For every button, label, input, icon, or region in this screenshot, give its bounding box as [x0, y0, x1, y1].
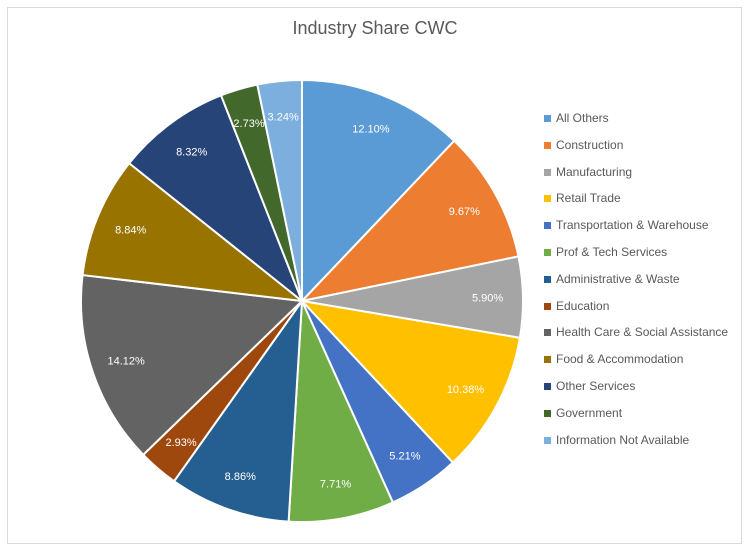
legend-swatch: [544, 356, 551, 364]
pie-slice[interactable]: [299, 299, 522, 464]
legend-label: Retail Trade: [556, 191, 621, 206]
legend-item: Food & Accommodation: [544, 352, 728, 379]
pie-slice[interactable]: [81, 161, 306, 303]
legend-item: Construction: [544, 138, 728, 165]
data-label: 8.86%: [225, 471, 256, 483]
legend-swatch: [544, 436, 551, 444]
legend-swatch: [544, 195, 551, 203]
legend-swatch: [544, 115, 551, 122]
data-label: 5.90%: [472, 293, 503, 305]
data-label: 3.24%: [268, 111, 299, 123]
pie-slice[interactable]: [299, 139, 520, 303]
legend-item: Health Care & Social Assistance: [544, 325, 728, 352]
legend-swatch: [544, 409, 551, 417]
pie-slice[interactable]: [256, 78, 303, 302]
chart-title: Industry Share CWC: [292, 18, 458, 38]
pie-slice[interactable]: [80, 273, 305, 457]
legend-label: Administrative & Waste: [556, 271, 680, 286]
legend-swatch: [544, 382, 551, 390]
legend-item: All Others: [544, 111, 728, 138]
legend-swatch: [544, 168, 551, 176]
data-label: 8.84%: [115, 225, 146, 237]
legend-item: Prof & Tech Services: [544, 245, 728, 272]
legend-label: Manufacturing: [556, 164, 633, 179]
legend-label: Information Not Available: [556, 432, 690, 447]
legend-label: Health Care & Social Assistance: [556, 325, 729, 340]
legend-swatch: [544, 275, 551, 283]
data-label: 10.38%: [447, 384, 485, 396]
pie-slice[interactable]: [127, 94, 305, 305]
pie-slice[interactable]: [172, 297, 304, 523]
legend: All Others Construction Manufacturing Retai…: [544, 111, 728, 459]
legend-swatch: [544, 141, 551, 149]
data-label: 9.67%: [449, 206, 480, 218]
legend-label: Food & Accommodation: [556, 352, 684, 367]
legend-item: Other Services: [544, 379, 728, 406]
pie-slice[interactable]: [301, 78, 456, 304]
legend-label: All Others: [556, 111, 609, 125]
data-label: 14.12%: [107, 355, 145, 367]
legend-swatch: [544, 248, 551, 256]
legend-label: Government: [556, 405, 623, 420]
legend-label: Other Services: [556, 378, 636, 393]
data-label: 8.32%: [176, 147, 207, 159]
legend-label: Construction: [556, 137, 624, 152]
data-label: 12.10%: [352, 124, 390, 136]
data-label: 2.93%: [165, 437, 196, 449]
legend-swatch: [544, 329, 551, 337]
data-label: 7.71%: [320, 479, 351, 491]
data-label: 5.21%: [389, 451, 420, 463]
legend-item: Information Not Available: [544, 433, 728, 460]
legend-item: Transportation & Warehouse: [544, 218, 728, 245]
data-label: 2.73%: [233, 118, 264, 130]
legend-swatch: [544, 222, 551, 230]
legend-label: Transportation & Warehouse: [556, 218, 709, 233]
legend-item: Retail Trade: [544, 191, 728, 218]
legend-swatch: [544, 302, 551, 310]
legend-item: Manufacturing: [544, 165, 728, 192]
legend-item: Administrative & Waste: [544, 272, 728, 299]
legend-item: Government: [544, 406, 728, 433]
legend-label: Prof & Tech Services: [556, 244, 668, 259]
legend-label: Education: [556, 298, 610, 313]
pie-slice[interactable]: [287, 300, 395, 523]
legend-item: Education: [544, 299, 728, 326]
